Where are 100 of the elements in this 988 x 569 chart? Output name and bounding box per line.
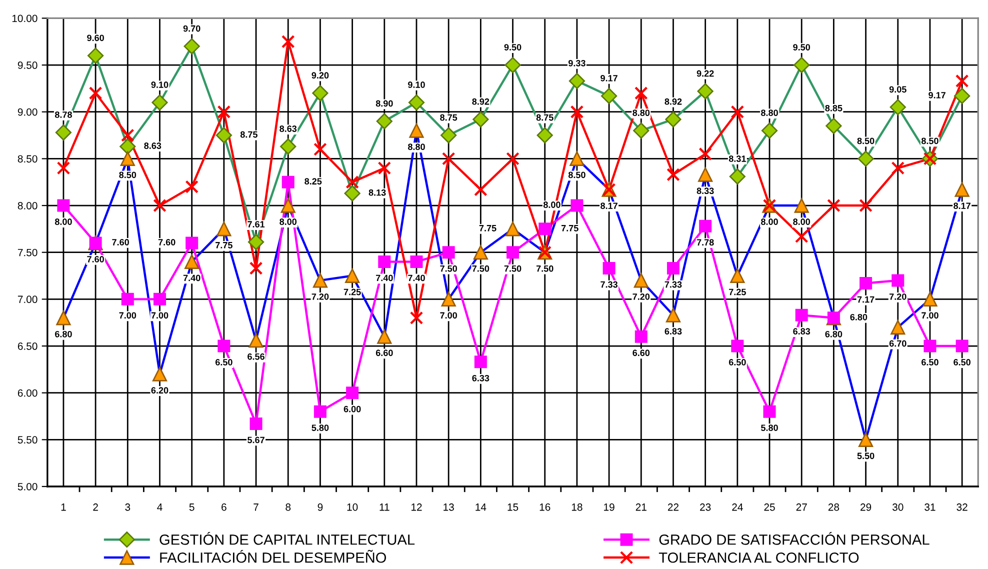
x-tick-label: 7	[254, 504, 258, 511]
data-label: 8.13	[368, 189, 386, 196]
data-label: 7.00	[440, 312, 457, 319]
data-label: 7.50	[440, 265, 457, 272]
data-label: 8.92	[472, 98, 490, 105]
data-label: 7.61	[248, 221, 265, 228]
data-label: 6.80	[825, 330, 842, 338]
data-label: 9.17	[600, 74, 618, 82]
data-label: 6.80	[850, 314, 868, 320]
data-label: 7.40	[408, 274, 425, 282]
data-label: 8.50	[568, 172, 586, 178]
data-label: 9.10	[151, 82, 168, 88]
data-label: 6.00	[344, 406, 361, 412]
data-label: 6.83	[793, 328, 810, 335]
data-label: 6.60	[632, 350, 650, 356]
data-label: 8.00	[761, 218, 778, 225]
data-label: 5.80	[761, 424, 778, 431]
data-label: 8.75	[240, 131, 258, 138]
data-label: 9.22	[696, 70, 714, 77]
x-tick-label: 9	[318, 503, 323, 511]
data-label: 5.67	[248, 436, 264, 444]
data-label: 9.50	[793, 44, 810, 50]
data-label: 8.75	[536, 114, 554, 121]
data-label: 7.40	[183, 274, 200, 282]
y-tick-label: 8.00	[18, 202, 38, 210]
legend-label: TOLERANCIA AL CONFLICTO	[658, 552, 859, 563]
data-label: 7.50	[472, 265, 490, 272]
data-label: 8.63	[144, 142, 162, 149]
y-tick-label: 7.00	[18, 296, 38, 304]
data-label: 6.33	[472, 374, 490, 382]
data-label: 9.20	[312, 72, 329, 79]
y-tick-label: 8.50	[18, 155, 38, 163]
data-label: 7.17	[857, 296, 874, 303]
data-label: 8.00	[793, 218, 810, 225]
data-label: 6.50	[922, 359, 938, 366]
data-label: 8.80	[632, 110, 650, 116]
data-label: 6.50	[728, 359, 746, 366]
x-tick-label: 31	[924, 503, 936, 511]
data-label: 7.00	[151, 312, 168, 319]
x-tick-label: 11	[380, 504, 390, 511]
y-tick-label: 6.00	[18, 389, 38, 397]
data-label: 8.80	[761, 110, 778, 116]
data-label: 6.56	[248, 353, 264, 360]
data-label: 9.50	[504, 44, 522, 50]
data-label: 8.50	[921, 138, 938, 144]
x-tick-label: 12	[411, 503, 422, 511]
data-label: 6.60	[376, 350, 393, 356]
data-label: 7.20	[632, 293, 650, 300]
data-label: 8.63	[280, 126, 297, 132]
data-label: 5.50	[857, 452, 874, 460]
x-tick-label: 30	[892, 503, 904, 511]
data-label: 7.60	[87, 256, 104, 262]
data-label: 7.78	[696, 239, 714, 246]
data-label: 8.31	[728, 156, 746, 162]
y-tick-label: 6.50	[18, 342, 38, 350]
data-label: 8.00	[280, 218, 297, 225]
data-label: 9.05	[889, 86, 906, 93]
data-label: 8.75	[440, 114, 458, 121]
data-label: 8.78	[54, 112, 72, 118]
data-label: 8.33	[696, 188, 714, 194]
x-tick-label: 14	[476, 504, 486, 511]
x-tick-label: 15	[508, 504, 518, 511]
data-label: 7.75	[479, 225, 496, 232]
legend-label: FACILITACIÓN DEL DESEMPEÑO	[160, 550, 386, 563]
data-label: 9.10	[408, 82, 425, 88]
data-label: 8.92	[664, 98, 682, 105]
data-label: 8.50	[119, 172, 136, 178]
y-tick-label: 5.50	[18, 436, 38, 444]
x-tick-label: 19	[604, 503, 614, 511]
x-tick-label: 23	[700, 503, 711, 511]
data-label: 7.20	[312, 293, 329, 300]
y-tick-label: 7.50	[18, 248, 38, 256]
data-label: 8.17	[600, 202, 618, 210]
x-tick-label: 22	[668, 503, 679, 511]
data-label: 8.00	[54, 218, 72, 225]
x-tick-label: 28	[828, 503, 840, 511]
x-tick-label: 5	[189, 504, 194, 511]
data-label: 6.83	[664, 328, 682, 335]
data-label: 7.40	[376, 274, 393, 282]
data-label: 8.17	[954, 202, 970, 210]
legend-label: GRADO DE SATISFACCIÓN PERSONAL	[659, 532, 930, 545]
data-label: 8.00	[543, 202, 560, 208]
x-tick-label: 3	[125, 503, 130, 511]
data-label: 7.60	[112, 239, 129, 246]
y-tick-label: 9.00	[18, 108, 38, 116]
data-label: 7.50	[536, 265, 554, 272]
data-label: 7.60	[158, 239, 176, 246]
data-label: 6.50	[215, 359, 232, 366]
x-tick-label: 2	[93, 503, 98, 511]
x-tick-label: 16	[540, 503, 550, 511]
y-tick-label: 10.00	[12, 14, 38, 22]
data-label: 7.20	[889, 293, 906, 300]
x-tick-label: 1	[61, 504, 66, 511]
data-label: 9.70	[183, 25, 200, 32]
data-label: 6.20	[151, 387, 168, 394]
data-label: 9.33	[568, 60, 586, 66]
data-label: 7.50	[504, 265, 522, 272]
legend-label: GESTIÓN DE CAPITAL INTELECTUAL	[160, 532, 415, 545]
x-tick-label: 21	[636, 503, 646, 511]
data-label: 9.60	[87, 34, 104, 42]
